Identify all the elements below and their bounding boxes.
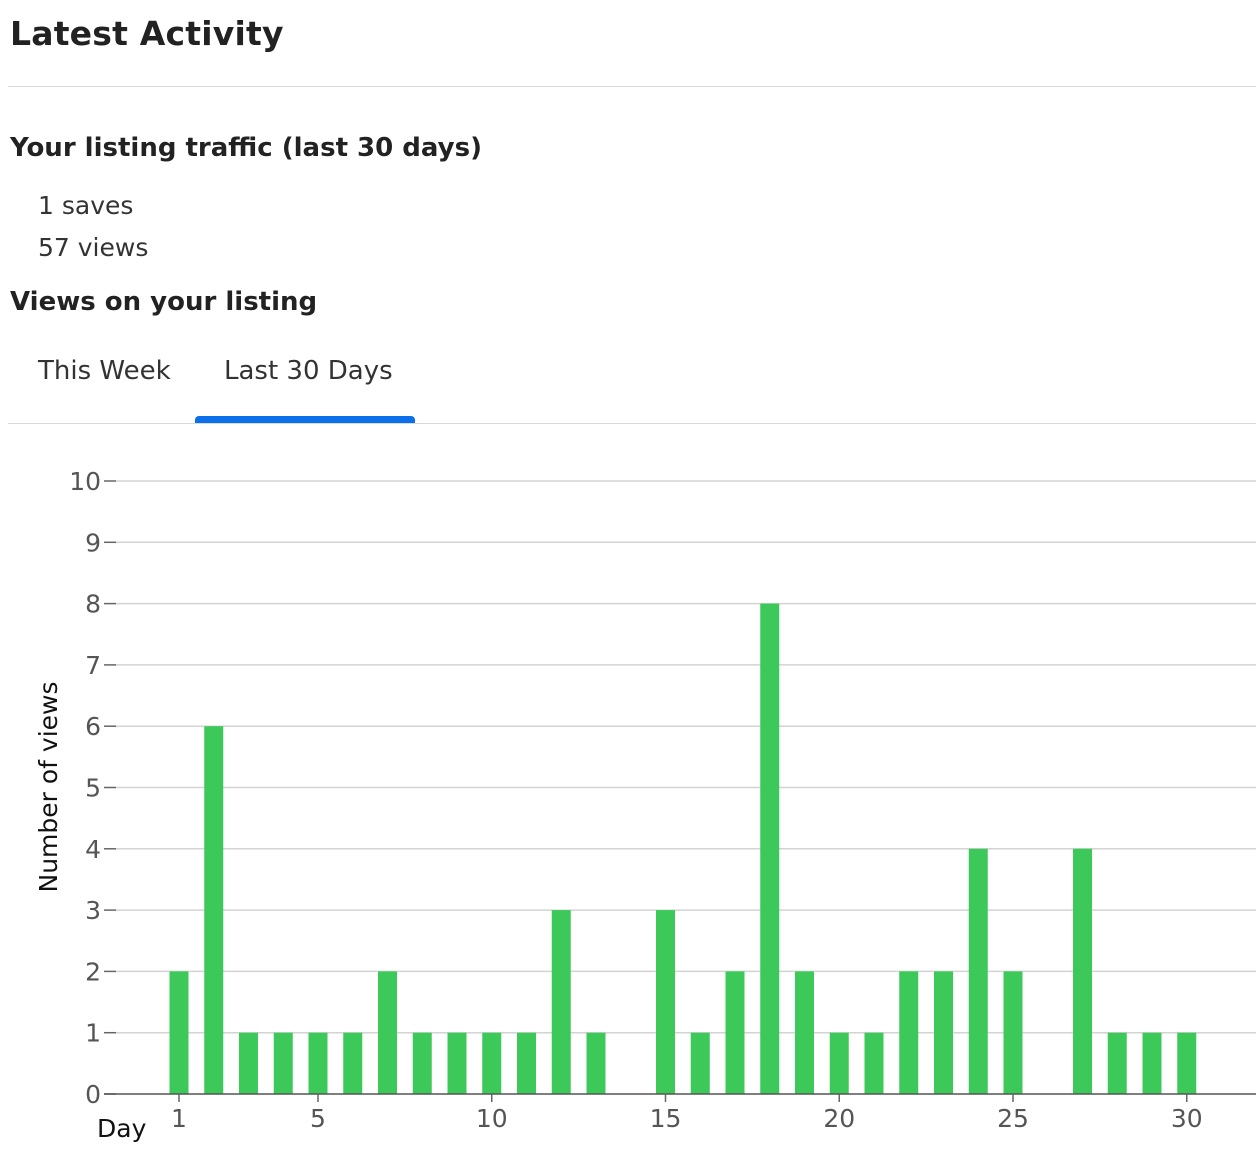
bars <box>169 603 1197 1094</box>
bar-day-23[interactable] <box>934 971 953 1094</box>
x-tick-label: 5 <box>310 1104 326 1133</box>
y-tick-label: 6 <box>85 712 101 741</box>
x-axis-label: Day <box>97 1114 147 1143</box>
x-tick-label: 10 <box>476 1104 508 1133</box>
y-tick-label: 8 <box>85 590 101 619</box>
bar-day-10[interactable] <box>482 1032 502 1094</box>
bar-day-28[interactable] <box>1107 1032 1127 1094</box>
y-tick-label: 3 <box>85 896 101 925</box>
bar-day-9[interactable] <box>447 1032 467 1094</box>
bar-day-5[interactable] <box>308 1032 328 1094</box>
bar-day-15[interactable] <box>656 910 675 1094</box>
bar-day-13[interactable] <box>586 1032 606 1094</box>
x-tick-label: 25 <box>997 1104 1029 1133</box>
bar-day-4[interactable] <box>273 1032 293 1094</box>
tabs-divider <box>8 423 1256 424</box>
grid-lines <box>116 480 1256 1034</box>
y-tick-label: 10 <box>69 467 101 496</box>
y-tick-label: 7 <box>85 651 101 680</box>
y-tick-label: 1 <box>85 1019 101 1048</box>
views-heading: Views on your listing <box>10 287 318 317</box>
bar-day-25[interactable] <box>1003 971 1023 1094</box>
header-divider <box>8 86 1256 87</box>
tab-last-30-days[interactable]: Last 30 Days <box>224 356 393 386</box>
page-title: Latest Activity <box>10 14 284 53</box>
y-tick-label: 9 <box>85 528 101 557</box>
saves-count: 1 saves <box>38 191 134 220</box>
bar-day-29[interactable] <box>1142 1032 1162 1094</box>
bar-day-27[interactable] <box>1073 848 1092 1094</box>
y-tick-label: 5 <box>85 774 101 803</box>
bar-day-12[interactable] <box>551 910 571 1094</box>
bar-day-16[interactable] <box>690 1032 710 1094</box>
bar-day-19[interactable] <box>795 971 814 1094</box>
bar-day-7[interactable] <box>378 971 397 1094</box>
tab-this-week[interactable]: This Week <box>38 356 171 386</box>
y-tick-label: 4 <box>85 835 101 864</box>
y-tick-label: 2 <box>85 957 101 986</box>
active-tab-indicator <box>195 416 415 423</box>
traffic-heading: Your listing traffic (last 30 days) <box>10 133 482 163</box>
y-tick-label: 0 <box>85 1080 101 1109</box>
bar-day-18[interactable] <box>760 603 780 1094</box>
x-tick-label: 30 <box>1171 1104 1203 1133</box>
bar-day-20[interactable] <box>829 1032 849 1094</box>
bar-day-21[interactable] <box>864 1032 884 1094</box>
bar-day-17[interactable] <box>725 971 745 1094</box>
bar-day-24[interactable] <box>968 848 988 1094</box>
bar-day-30[interactable] <box>1177 1032 1197 1094</box>
bar-day-1[interactable] <box>169 971 189 1094</box>
bar-day-6[interactable] <box>343 1032 363 1094</box>
x-tick-label: 20 <box>823 1104 855 1133</box>
y-axis-label: Number of views <box>34 681 63 892</box>
bar-day-22[interactable] <box>899 971 919 1094</box>
views-count: 57 views <box>38 233 149 262</box>
x-tick-label: 15 <box>650 1104 682 1133</box>
bar-day-3[interactable] <box>239 1032 258 1094</box>
bar-day-8[interactable] <box>412 1032 432 1094</box>
x-tick-label: 1 <box>171 1104 187 1133</box>
bar-day-11[interactable] <box>517 1032 536 1094</box>
bar-day-2[interactable] <box>204 726 224 1094</box>
